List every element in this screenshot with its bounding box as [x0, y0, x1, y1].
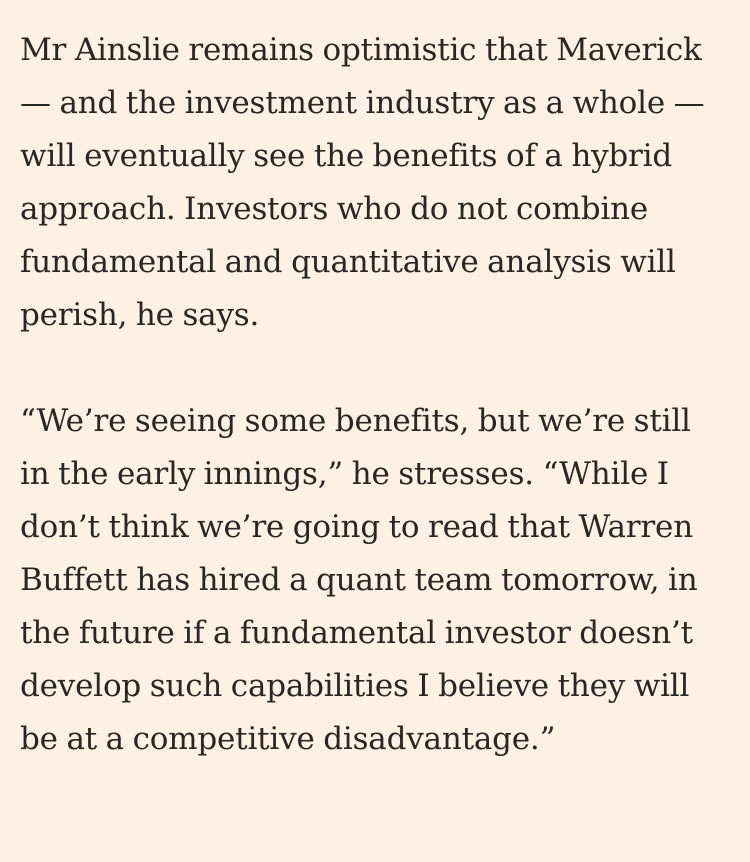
text-line: will eventually see the benefits of a hy…	[20, 138, 673, 174]
paragraph-optimism: Mr Ainslie remains optimistic that Maver…	[20, 24, 720, 342]
text-line: perish, he says.	[20, 297, 260, 333]
text-line: fundamental and quantitative analysis wi…	[20, 244, 676, 280]
paragraph-quote: “We’re seeing some benefits, but we’re s…	[20, 395, 720, 766]
text-line: Mr Ainslie remains optimistic that Maver…	[20, 32, 702, 68]
text-line: the future if a fundamental investor doe…	[20, 615, 693, 651]
text-line: — and the investment industry as a whole…	[20, 85, 705, 121]
text-line: Buffett has hired a quant team tomorrow,…	[20, 562, 698, 598]
text-line: don’t think we’re going to read that War…	[20, 509, 693, 545]
text-line: in the early innings,” he stresses. “Whi…	[20, 456, 669, 492]
text-line: be at a competitive disadvantage.”	[20, 721, 556, 757]
text-line: “We’re seeing some benefits, but we’re s…	[20, 403, 691, 439]
text-line: approach. Investors who do not combine	[20, 191, 649, 227]
text-line: develop such capabilities I believe they…	[20, 668, 690, 704]
